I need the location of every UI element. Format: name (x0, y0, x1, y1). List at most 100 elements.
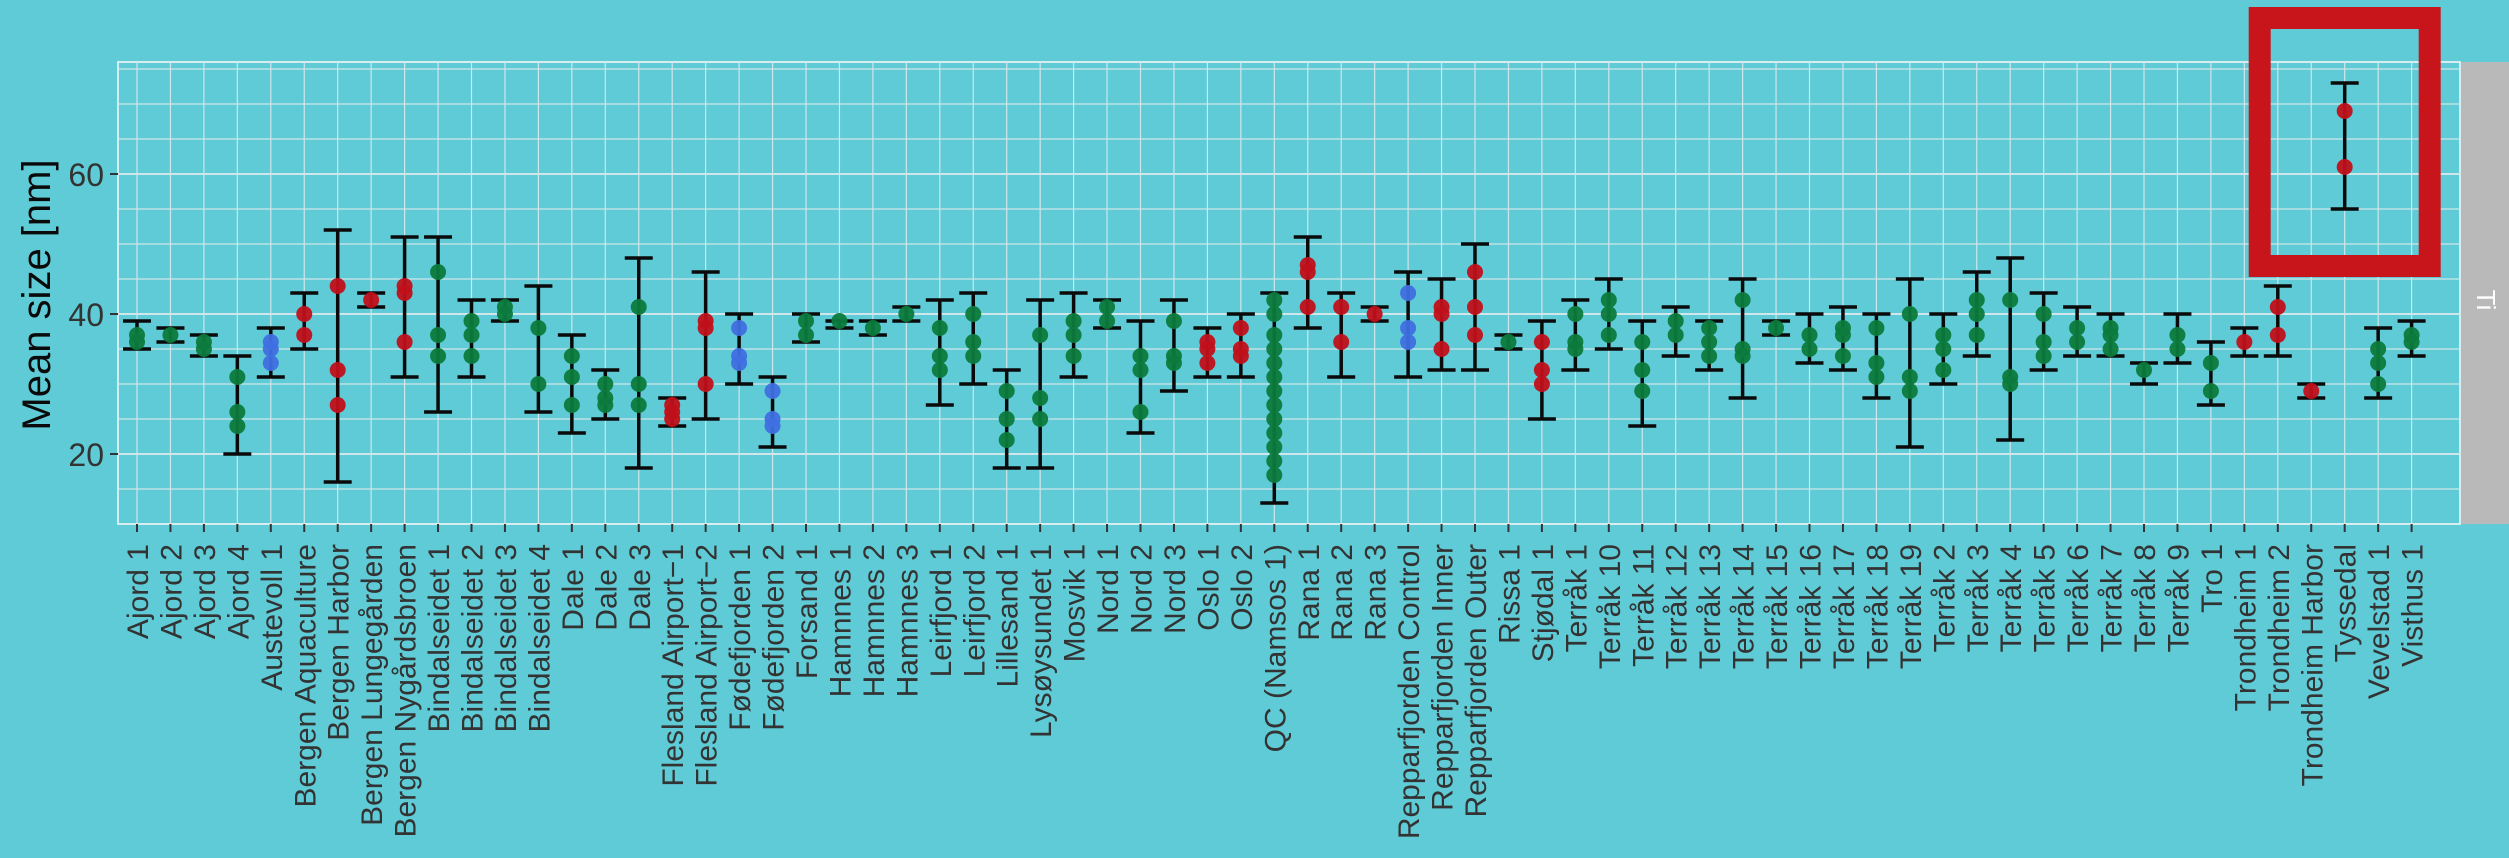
x-tick-label: Oslo 1 (1192, 544, 1225, 631)
x-tick-label: Terråk 15 (1761, 544, 1794, 669)
data-point-green (1032, 390, 1049, 406)
data-point-red (697, 320, 714, 336)
data-point-blue (1400, 320, 1417, 336)
x-tick-label: Bindalseidet 3 (490, 544, 523, 732)
x-tick-label: Ajord 1 (122, 544, 155, 639)
x-tick-label: Nord 2 (1126, 544, 1159, 634)
data-point-red (1433, 341, 1450, 357)
data-point-red (2269, 299, 2286, 315)
data-point-red (2336, 159, 2353, 175)
data-point-blue (764, 418, 781, 434)
data-point-green (530, 376, 547, 392)
data-point-green (1266, 369, 1283, 385)
x-tick-label: Stjødal 1 (1527, 544, 1560, 662)
x-tick-label: Oslo 2 (1226, 544, 1259, 631)
x-tick-label: Tro 1 (2196, 544, 2229, 613)
data-point-green (1901, 383, 1918, 399)
data-point-red (1533, 362, 1550, 378)
data-point-green (2403, 334, 2420, 350)
x-tick-label: Visthus 1 (2397, 544, 2430, 667)
data-point-green (1099, 299, 1116, 315)
data-point-blue (731, 355, 748, 371)
data-point-red (296, 306, 313, 322)
data-point-red (1232, 320, 1249, 336)
data-point-green (1667, 327, 1684, 343)
data-point-green (2102, 327, 2119, 343)
x-tick-label: Rana 2 (1326, 544, 1359, 641)
data-point-green (798, 327, 814, 343)
data-point-red (1299, 264, 1316, 280)
data-point-blue (1400, 334, 1417, 350)
x-tick-label: Terråk 5 (2029, 544, 2062, 652)
x-tick-label: Terråk 18 (1861, 544, 1894, 669)
data-point-blue (731, 320, 748, 336)
x-tick-label: Ajord 2 (155, 544, 188, 639)
data-point-green (1868, 355, 1885, 371)
x-tick-label: Dale 3 (624, 544, 657, 631)
data-point-green (630, 299, 647, 315)
data-point-green (1834, 327, 1851, 343)
x-tick-label: Bergen Harbor (323, 544, 356, 741)
data-point-green (2002, 376, 2019, 392)
data-point-green (998, 432, 1015, 448)
data-point-red (1467, 327, 1483, 343)
data-point-red (363, 292, 380, 308)
x-tick-label: Nord 3 (1159, 544, 1192, 634)
y-tick-label: 20 (68, 437, 104, 473)
x-tick-label: Terråk 9 (2162, 544, 2195, 652)
data-point-red (396, 285, 413, 301)
data-point-green (1600, 292, 1617, 308)
data-point-green (798, 313, 814, 329)
data-point-red (1333, 299, 1350, 315)
x-tick-label: Terråk 19 (1895, 544, 1928, 669)
data-point-green (2202, 355, 2219, 371)
x-tick-label: Trondheim Harbor (2296, 544, 2329, 786)
data-point-green (430, 348, 447, 364)
data-point-green (1935, 327, 1952, 343)
data-point-blue (1400, 285, 1417, 301)
x-tick-label: Austevoll 1 (256, 544, 289, 691)
x-tick-label: Terråk 10 (1594, 544, 1627, 669)
data-point-green (1266, 425, 1283, 441)
data-point-green (2136, 362, 2152, 378)
side-tab (2460, 62, 2509, 524)
x-tick-label: Bindalseidet 1 (423, 544, 456, 732)
data-point-green (1600, 306, 1617, 322)
side-tab-label: Ti (2471, 290, 2501, 311)
x-tick-label: Tyssedal (2330, 544, 2363, 662)
data-point-green (2370, 376, 2387, 392)
data-point-green (1801, 341, 1818, 357)
data-point-red (1232, 348, 1249, 364)
data-point-red (1199, 355, 1216, 371)
x-tick-label: Repparfjorden Outer (1460, 544, 1493, 818)
data-point-green (1032, 327, 1049, 343)
data-point-red (1333, 334, 1350, 350)
x-tick-label: Terråk 6 (2062, 544, 2095, 652)
data-point-green (630, 376, 647, 392)
data-point-green (998, 411, 1015, 427)
x-tick-label: Repparfjorden Inner (1427, 544, 1460, 811)
x-tick-label: Terråk 17 (1828, 544, 1861, 669)
data-point-green (864, 320, 881, 336)
data-point-red (2336, 103, 2353, 119)
data-point-green (530, 320, 547, 336)
data-point-green (162, 327, 179, 343)
x-tick-label: Flesland Airport−2 (691, 544, 724, 787)
data-point-green (1266, 411, 1283, 427)
x-tick-label: Hamnnes 1 (824, 544, 857, 697)
data-point-green (195, 341, 212, 357)
data-point-green (965, 306, 982, 322)
data-point-red (697, 376, 714, 392)
data-point-green (1701, 334, 1718, 350)
data-point-green (1567, 341, 1584, 357)
data-point-green (1901, 369, 1918, 385)
x-tick-label: Trondheim 1 (2229, 544, 2262, 711)
data-point-green (2370, 355, 2387, 371)
x-tick-label: Nord 1 (1092, 544, 1125, 634)
x-tick-label: Terråk 13 (1694, 544, 1727, 669)
data-point-blue (764, 383, 781, 399)
data-point-green (1968, 292, 1985, 308)
data-point-green (2202, 383, 2219, 399)
